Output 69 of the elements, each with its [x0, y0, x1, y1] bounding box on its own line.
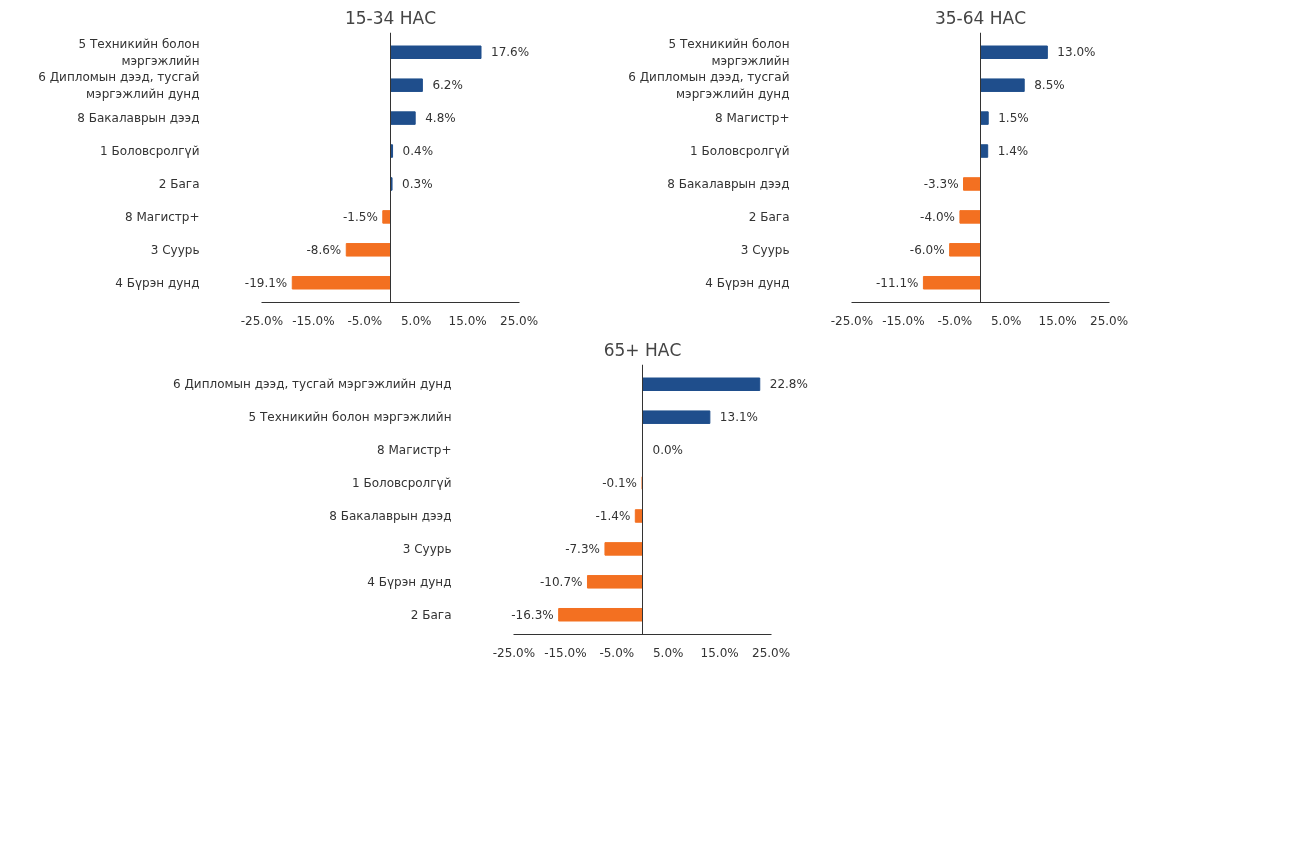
data-label: 6.2% [432, 78, 463, 93]
y-tick-label: 5 Техникийн болон мэргэжлийн [78, 36, 200, 68]
data-label: -4.0% [920, 209, 955, 224]
x-tick-label: 15.0% [448, 313, 487, 328]
y-tick-label: 2 Бага [748, 209, 790, 224]
data-label: 1.4% [997, 144, 1029, 159]
data-label: -19.1% [244, 275, 288, 290]
x-tick-label: -25.0% [240, 313, 284, 328]
x-tick-label: 25.0% [1090, 313, 1129, 328]
y-tick-label: 6 Дипломын дээд, тусгай мэргэжлийн дунд [173, 377, 452, 392]
y-tick-label: 8 Бакалаврын дээд [77, 111, 200, 126]
data-label: -1.5% [342, 209, 378, 224]
y-tick-label: 8 Бакалаврын дээд [667, 176, 790, 191]
chart-title: 35-64 НАС [934, 7, 1027, 28]
x-tick-label: -15.0% [544, 645, 587, 660]
y-tick-label: 8 Магистр+ [714, 111, 790, 126]
x-tick-label: -15.0% [292, 313, 335, 328]
chart-title: 65+ НАС [603, 339, 682, 360]
y-tick-label: 1 Боловсролгүй [351, 476, 452, 491]
x-tick-label: 5.0% [990, 313, 1022, 328]
data-label: -11.1% [875, 275, 919, 290]
data-label: -7.3% [565, 541, 600, 556]
data-label: -16.3% [511, 607, 554, 622]
x-tick-label: -15.0% [882, 313, 925, 328]
data-label: 8.5% [1034, 78, 1065, 93]
x-tick-label: -5.0% [937, 313, 973, 328]
x-tick-label: 5.0% [652, 645, 684, 660]
data-label: -0.1% [602, 476, 637, 491]
data-label: 0.3% [402, 176, 433, 191]
x-tick-label: -25.0% [830, 313, 874, 328]
x-tick-label: -25.0% [492, 645, 536, 660]
y-tick-label: 6 Дипломын дээд, тусгай мэргэжлийн дунд [628, 69, 790, 101]
y-tick-label: 5 Техникийн болон мэргэжлийн [668, 36, 790, 68]
y-tick-label: 4 Бүрэн дунд [705, 275, 790, 290]
y-tick-label: 8 Магистр+ [124, 209, 200, 224]
data-label: 22.8% [769, 377, 808, 392]
y-tick-label: 3 Суурь [402, 541, 452, 556]
x-tick-label: 25.0% [500, 313, 539, 328]
data-label: -3.3% [923, 176, 959, 191]
y-tick-label: 4 Бүрэн дунд [115, 275, 200, 290]
y-tick-label: 8 Магистр+ [376, 443, 452, 458]
x-tick-label: 15.0% [1038, 313, 1077, 328]
data-label: 13.0% [1057, 45, 1096, 60]
x-tick-label: 5.0% [400, 313, 432, 328]
data-label: -6.0% [909, 242, 945, 257]
data-label: 4.8% [425, 111, 456, 126]
y-tick-label: 1 Боловсролгүй [99, 144, 200, 159]
data-label: 0.4% [402, 144, 434, 159]
data-label: -1.4% [595, 508, 631, 523]
data-label: 1.5% [998, 111, 1029, 126]
y-tick-label: 4 Бүрэн дунд [367, 574, 452, 589]
y-tick-label: 3 Суурь [150, 242, 200, 257]
x-tick-label: 25.0% [752, 645, 791, 660]
y-tick-label: 1 Боловсролгүй [689, 144, 790, 159]
y-tick-label: 2 Бага [158, 176, 200, 191]
y-tick-label: 5 Техникийн болон мэргэжлийн [248, 410, 452, 425]
y-tick-label: 2 Бага [410, 607, 452, 622]
x-tick-label: -5.0% [599, 645, 635, 660]
x-tick-label: -5.0% [347, 313, 383, 328]
data-label: 17.6% [491, 45, 530, 60]
data-label: 13.1% [719, 410, 758, 425]
y-tick-label: 6 Дипломын дээд, тусгай мэргэжлийн дунд [38, 69, 200, 101]
data-label: 0.0% [652, 443, 683, 458]
y-tick-label: 8 Бакалаврын дээд [329, 508, 452, 523]
chart-title: 15-34 НАС [344, 7, 437, 28]
data-label: -10.7% [540, 574, 583, 589]
data-label: -8.6% [306, 242, 342, 257]
x-tick-label: 15.0% [700, 645, 739, 660]
y-tick-label: 3 Суурь [740, 242, 790, 257]
